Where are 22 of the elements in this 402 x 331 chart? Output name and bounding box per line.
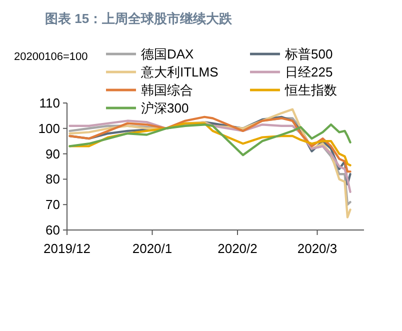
legend-label: 恒生指数: [284, 82, 337, 98]
legend-label: 德国DAX: [141, 46, 194, 62]
y-tick-label: 100: [38, 120, 60, 136]
y-tick-label: 110: [39, 96, 60, 110]
y-tick-label: 90: [46, 146, 60, 162]
x-tick-label: 2020/1: [132, 241, 172, 256]
line-series: [68, 123, 352, 156]
x-tick-label: 2020/2: [218, 241, 258, 256]
legend-label: 韩国综合: [141, 82, 193, 98]
legend-label: 标普500: [284, 46, 333, 62]
line-series: [68, 116, 352, 173]
y-axis-title: 20200106=100: [14, 51, 88, 63]
x-tick-label: 2019/12: [44, 241, 90, 256]
legend-label: 沪深300: [141, 100, 189, 116]
legend-label: 日经225: [285, 64, 333, 80]
chart-title: 图表 15：上周全球股市继续大跌: [45, 11, 234, 26]
y-tick-label: 70: [46, 197, 60, 212]
y-tick-label: 80: [46, 172, 60, 187]
legend-label: 意大利ITLMS: [140, 64, 219, 80]
line-series: [68, 122, 352, 166]
y-tick-label: 60: [46, 222, 60, 238]
x-tick-label: 2020/3: [297, 241, 338, 256]
